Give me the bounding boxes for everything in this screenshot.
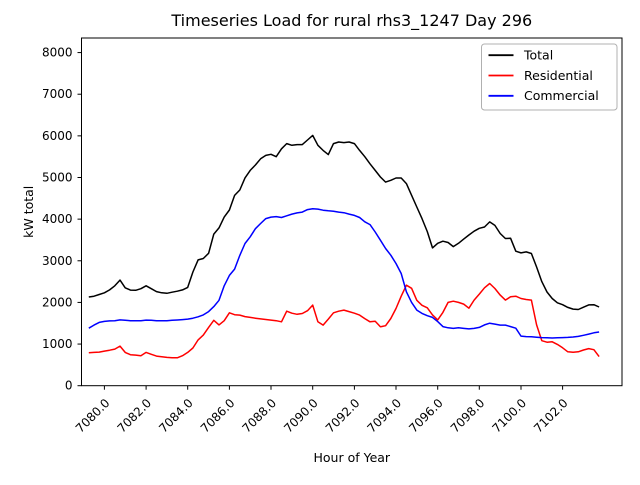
legend-label: Residential: [524, 68, 593, 83]
legend-box: [481, 43, 618, 111]
y-tick-label: 0: [65, 379, 73, 393]
y-axis-label: kW total: [21, 186, 36, 238]
y-tick-label: 7000: [42, 87, 73, 101]
x-tick-label: 7094.0: [365, 396, 405, 436]
y-tick-label: 2000: [42, 295, 73, 309]
y-tick-label: 6000: [42, 129, 73, 143]
series-line-residential: [88, 282, 600, 359]
y-tick-label: 4000: [42, 212, 73, 226]
chart-title: Timeseries Load for rural rhs3_1247 Day …: [170, 11, 532, 31]
x-axis-label: Hour of Year: [314, 450, 391, 465]
series-line-commercial: [88, 207, 600, 339]
y-tick-label: 3000: [42, 254, 73, 268]
x-tick-label: 7086.0: [198, 396, 238, 436]
x-tick-label: 7102.0: [531, 396, 571, 436]
legend-label: Commercial: [524, 88, 599, 103]
x-tick-label: 7096.0: [406, 396, 446, 436]
x-tick-label: 7088.0: [240, 396, 280, 436]
x-tick-label: 7100.0: [490, 396, 530, 436]
x-tick-label: 7084.0: [156, 396, 196, 436]
axes-frame: [81, 37, 623, 387]
legend-label: Total: [523, 48, 553, 63]
x-tick-label: 7090.0: [281, 396, 321, 436]
y-tick-label: 1000: [42, 337, 73, 351]
series-line-total: [88, 134, 600, 311]
x-tick-label: 7080.0: [73, 396, 113, 436]
x-tick-label: 7098.0: [448, 396, 488, 436]
y-tick-label: 5000: [42, 171, 73, 185]
x-tick-label: 7082.0: [115, 396, 155, 436]
x-tick-label: 7092.0: [323, 396, 363, 436]
y-tick-label: 8000: [42, 46, 73, 60]
